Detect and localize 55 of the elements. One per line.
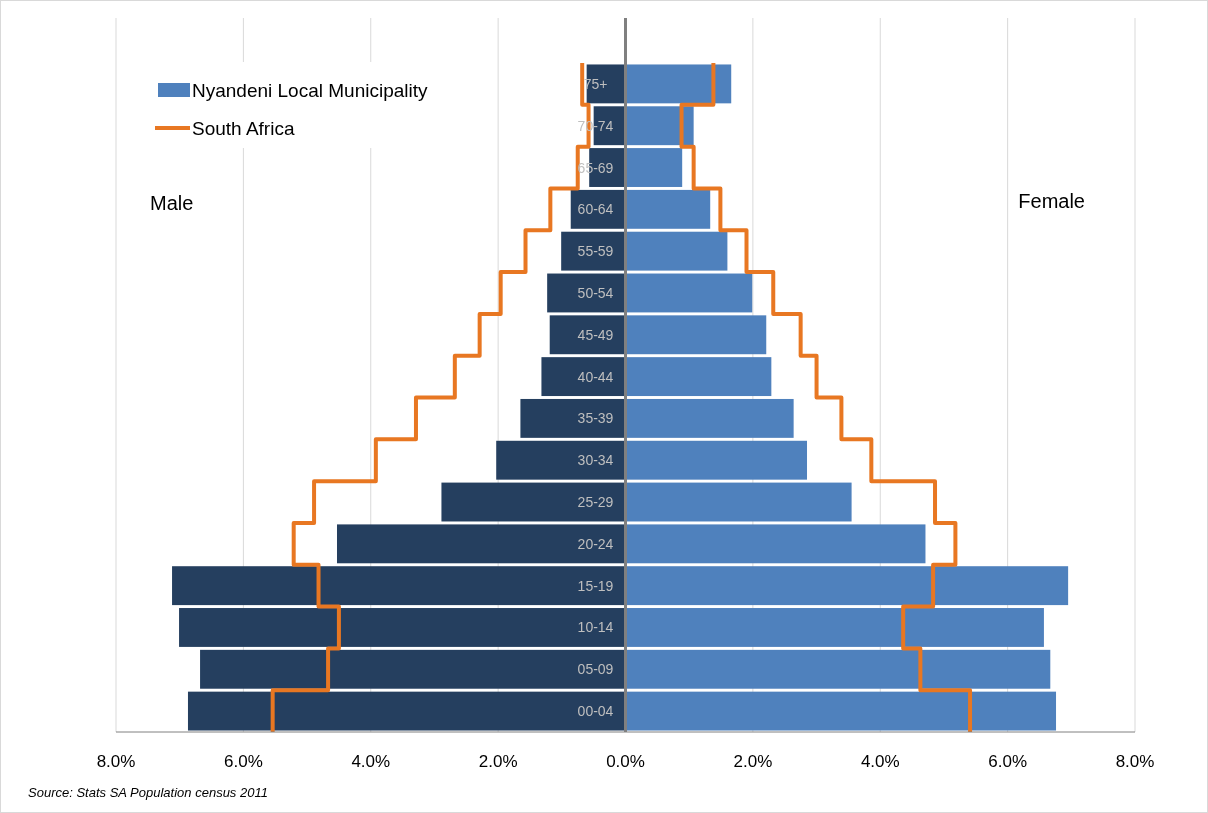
bar xyxy=(200,649,626,689)
x-tick-label: 8.0% xyxy=(1115,752,1155,771)
y-tick-label: 10-14 xyxy=(577,619,614,636)
legend-label: Nyandeni Local Municipality xyxy=(192,80,429,101)
bar xyxy=(625,524,926,564)
x-tick-label: 8.0% xyxy=(96,752,136,771)
annotation: Female xyxy=(1018,190,1085,212)
bar xyxy=(625,398,794,438)
bar xyxy=(496,440,626,480)
bar xyxy=(625,566,1069,606)
bar xyxy=(441,482,626,522)
bar xyxy=(179,608,626,647)
bar xyxy=(625,357,772,397)
y-tick-label: 40-44 xyxy=(577,368,614,385)
bar xyxy=(625,440,808,480)
bar xyxy=(625,482,852,522)
y-tick-label: 50-54 xyxy=(577,284,614,301)
source-note: Source: Stats SA Population census 2011 xyxy=(28,785,268,800)
bar xyxy=(337,524,626,564)
annotation: Male xyxy=(150,192,194,214)
x-tick-label: 2.0% xyxy=(478,752,518,771)
y-tick-label: 05-09 xyxy=(577,661,614,678)
bar xyxy=(172,566,626,606)
y-tick-label: 20-24 xyxy=(577,535,614,552)
y-tick-label: 00-04 xyxy=(577,703,614,720)
bar xyxy=(625,64,732,104)
x-tick-label: 6.0% xyxy=(224,752,263,771)
y-tick-label: 60-64 xyxy=(577,201,614,218)
bar xyxy=(187,691,626,731)
bar xyxy=(625,273,753,313)
y-tick-label: 55-59 xyxy=(577,243,614,260)
bar xyxy=(625,691,1057,731)
y-tick-label: 15-19 xyxy=(577,577,614,594)
bar xyxy=(625,148,683,187)
bar xyxy=(541,357,626,397)
x-tick-label: 6.0% xyxy=(988,752,1027,771)
x-tick-label: 0.0% xyxy=(606,752,645,771)
bar xyxy=(625,189,711,229)
bar xyxy=(625,231,728,271)
bar xyxy=(625,608,1044,647)
bar xyxy=(561,231,626,271)
y-tick-label: 45-49 xyxy=(577,326,614,343)
x-tick-label: 4.0% xyxy=(860,752,900,771)
y-tick-label: 35-39 xyxy=(577,410,614,427)
bar xyxy=(625,106,694,146)
bar xyxy=(625,315,767,355)
x-tick-label: 4.0% xyxy=(351,752,391,771)
bar xyxy=(547,273,626,313)
bar xyxy=(520,398,626,438)
bar xyxy=(625,649,1051,689)
y-tick-label: 30-34 xyxy=(577,452,614,469)
legend-label: South Africa xyxy=(192,118,295,139)
y-tick-label: 25-29 xyxy=(577,494,614,511)
bar xyxy=(549,315,626,355)
x-tick-label: 2.0% xyxy=(733,752,773,771)
